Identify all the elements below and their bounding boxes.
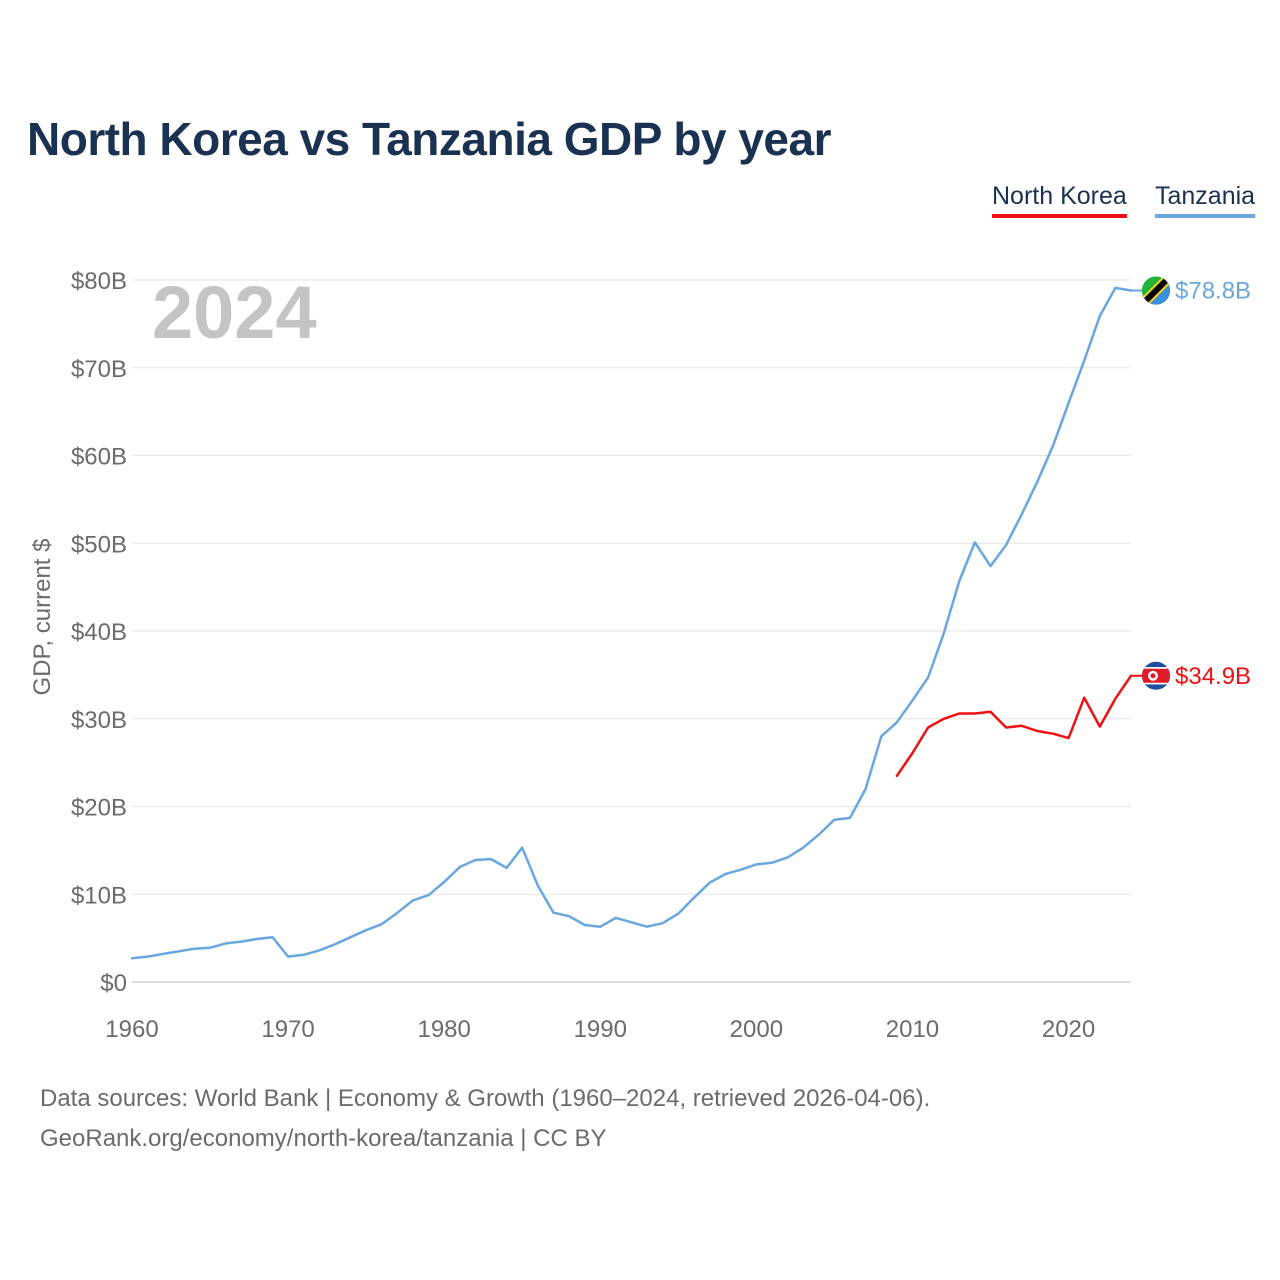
- end-label-tanzania: $78.8B: [1175, 278, 1251, 305]
- footer-credit[interactable]: GeoRank.org/economy/north-korea/tanzania…: [40, 1125, 607, 1152]
- series-lines: [130, 286, 1133, 960]
- y-tick-label: $0: [100, 970, 127, 997]
- end-label-north-korea: $34.9B: [1175, 663, 1251, 690]
- y-tick-label: $60B: [71, 444, 127, 471]
- x-tick-label: 1980: [417, 1016, 470, 1043]
- legend-label-tanzania: Tanzania: [1155, 182, 1256, 210]
- north-korea-flag-icon: [1141, 661, 1171, 691]
- x-tick-label: 1990: [574, 1016, 627, 1043]
- legend-item-north-korea[interactable]: North Korea: [992, 182, 1127, 218]
- x-tick-label: 2000: [730, 1016, 783, 1043]
- legend-label-north-korea: North Korea: [992, 182, 1127, 210]
- y-tick-label: $30B: [71, 707, 127, 734]
- y-axis-label: GDP, current $: [29, 539, 56, 696]
- legend-swatch-north-korea: [992, 214, 1127, 218]
- y-tick-label: $40B: [71, 619, 127, 646]
- y-tick-label: $70B: [71, 356, 127, 383]
- grid-lines: [132, 279, 1131, 983]
- legend-item-tanzania[interactable]: Tanzania: [1155, 182, 1256, 218]
- series-line-tanzania: [130, 286, 1133, 960]
- page-title: North Korea vs Tanzania GDP by year: [27, 113, 831, 165]
- year-watermark: 2024: [152, 271, 317, 354]
- end-labels: $34.9B $78.8B: [1131, 276, 1251, 691]
- y-tick-label: $80B: [71, 268, 127, 295]
- y-tick-label: $10B: [71, 882, 127, 909]
- x-tick-label: 2010: [886, 1016, 939, 1043]
- tanzania-flag-icon: [1141, 276, 1171, 306]
- x-axis-ticks: 1960 1970 1980 1990 2000 2010 2020: [105, 1016, 1095, 1043]
- series-line-north-korea: [895, 674, 1133, 778]
- x-tick-label: 1960: [105, 1016, 158, 1043]
- x-tick-label: 1970: [261, 1016, 314, 1043]
- x-tick-label: 2020: [1042, 1016, 1095, 1043]
- y-tick-label: $20B: [71, 795, 127, 822]
- y-axis-ticks: $0 $10B $20B $30B $40B $50B $60B $70B $80B: [71, 268, 127, 997]
- footer-sources: Data sources: World Bank | Economy & Gro…: [40, 1085, 931, 1112]
- y-tick-label: $50B: [71, 531, 127, 558]
- legend-swatch-tanzania: [1155, 214, 1256, 218]
